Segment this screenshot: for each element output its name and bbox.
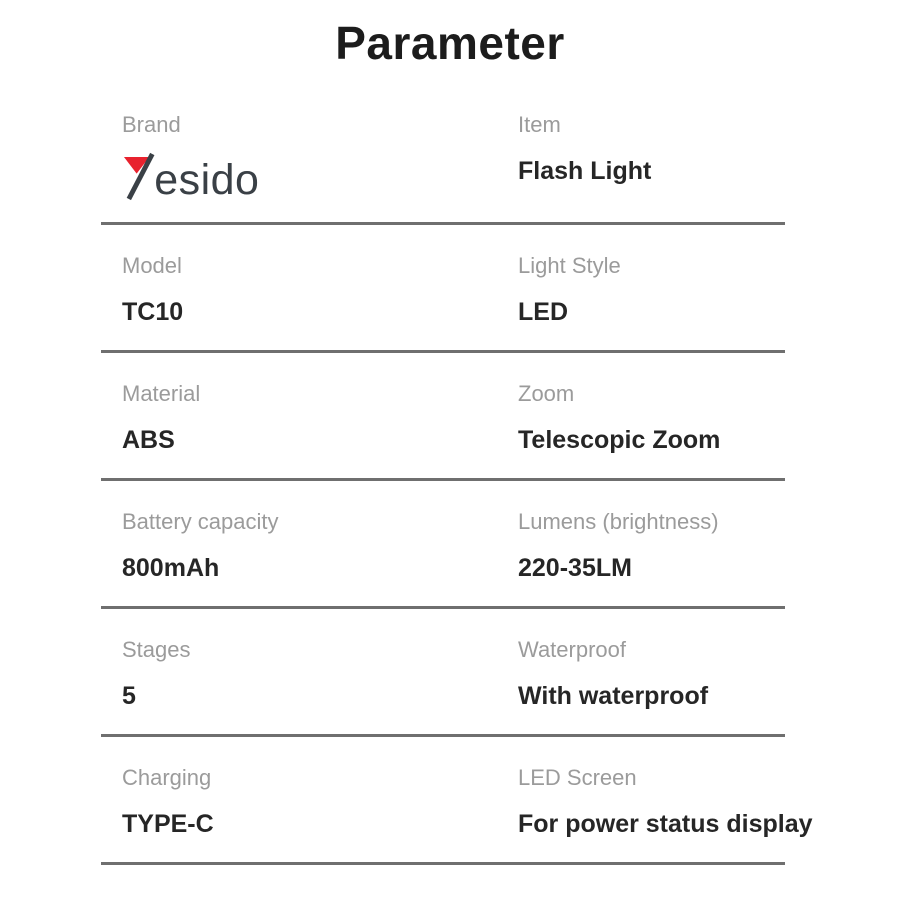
- spec-label: Battery capacity: [122, 509, 279, 534]
- table-row: Material ABS Zoom Telescopic Zoom: [101, 353, 785, 481]
- spec-cell-stages: Stages 5: [101, 637, 518, 712]
- spec-value: Flash Light: [518, 157, 652, 185]
- spec-value: 220-35LM: [518, 554, 632, 582]
- spec-value: For power status display: [518, 810, 813, 838]
- spec-cell-item: Item Flash Light: [518, 112, 785, 200]
- logo-y-descender: [126, 152, 155, 201]
- table-row: Charging TYPE-C LED Screen For power sta…: [101, 737, 813, 865]
- spec-label: Light Style: [518, 253, 621, 278]
- table-row: Battery capacity 800mAh Lumens (brightne…: [101, 481, 785, 609]
- spec-label: Stages: [122, 637, 191, 662]
- spec-label: Model: [122, 253, 182, 278]
- page-title: Parameter: [335, 17, 565, 69]
- spec-label: Brand: [122, 112, 181, 137]
- spec-value: With waterproof: [518, 682, 709, 710]
- logo-wordmark-text: esido: [154, 156, 259, 204]
- spec-cell-light-style: Light Style LED: [518, 253, 785, 328]
- spec-label: Material: [122, 381, 201, 406]
- table-row: Brand esido Item Flash Light: [101, 84, 785, 225]
- yesido-logo-icon: esido: [123, 152, 259, 204]
- spec-value: ABS: [122, 426, 175, 454]
- spec-cell-waterproof: Waterproof With waterproof: [518, 637, 785, 712]
- spec-label: Item: [518, 112, 561, 137]
- spec-value: LED: [518, 298, 568, 326]
- spec-value: 800mAh: [122, 554, 220, 582]
- spec-value: 5: [122, 682, 136, 710]
- spec-label: Charging: [122, 765, 212, 790]
- parameter-table: Brand esido Item Flash Light Model TC10 …: [101, 84, 813, 865]
- spec-label: Zoom: [518, 381, 575, 406]
- table-row: Stages 5 Waterproof With waterproof: [101, 609, 785, 737]
- spec-cell-zoom: Zoom Telescopic Zoom: [518, 381, 785, 456]
- logo-red-triangle: [123, 156, 150, 174]
- spec-label: LED Screen: [518, 765, 637, 790]
- spec-label: Lumens (brightness): [518, 509, 719, 534]
- spec-cell-battery: Battery capacity 800mAh: [101, 509, 518, 584]
- spec-cell-material: Material ABS: [101, 381, 518, 456]
- spec-value: TC10: [122, 298, 184, 326]
- spec-cell-charging: Charging TYPE-C: [101, 765, 518, 840]
- spec-cell-led-screen: LED Screen For power status display: [518, 765, 813, 840]
- spec-value: TYPE-C: [122, 810, 214, 838]
- spec-label: Waterproof: [518, 637, 627, 662]
- spec-cell-model: Model TC10: [101, 253, 518, 328]
- table-row: Model TC10 Light Style LED: [101, 225, 785, 353]
- spec-value: Telescopic Zoom: [518, 426, 721, 454]
- brand-logo-yesido: esido: [122, 152, 518, 204]
- spec-cell-lumens: Lumens (brightness) 220-35LM: [518, 509, 785, 584]
- spec-cell-brand: Brand esido: [101, 112, 518, 204]
